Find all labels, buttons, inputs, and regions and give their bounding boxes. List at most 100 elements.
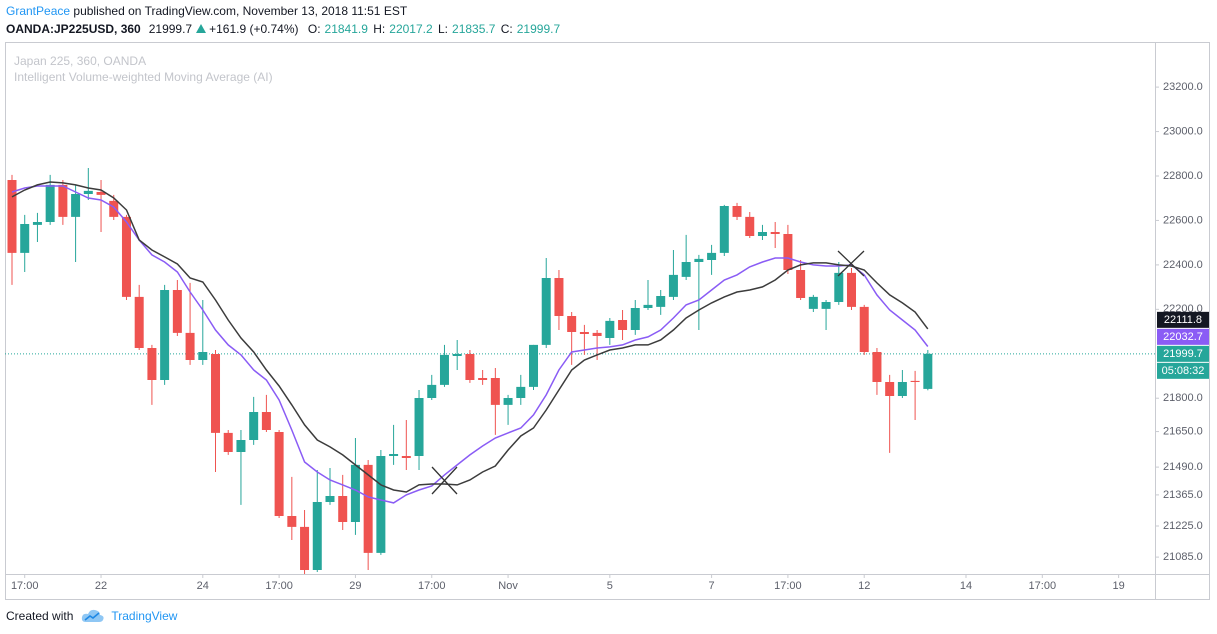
open-value: 21841.9 [324,22,368,36]
candle-body [859,306,869,352]
candle-body [71,194,81,217]
candle-body [427,384,437,398]
close-value: 21999.7 [516,22,561,36]
y-tick-label: 22600.0 [1163,214,1203,226]
candle-body [389,454,399,456]
bar-countdown-label: 05:08:32 [1162,365,1205,377]
y-tick-label: 23200.0 [1163,81,1203,93]
cross-annotations [431,250,865,495]
x-tick-label: 17:00 [418,580,446,592]
price-change: +161.9 (+0.74%) [209,22,299,36]
y-tick-label: 22400.0 [1163,259,1203,271]
candle-body [350,464,360,522]
candle-body [185,332,195,360]
candle-body [503,398,513,405]
candle-body [872,352,882,382]
close-label: C: [500,22,513,36]
candle-body [83,190,93,194]
candle-body [668,274,678,297]
candle-body [20,224,30,253]
created-with: Created with [6,609,74,623]
y-tick-label: 21225.0 [1163,520,1203,532]
author[interactable]: GrantPeace [6,4,71,18]
x-tick-label: 12 [858,580,870,592]
candle-body [134,296,144,348]
y-tick-label: 21085.0 [1163,551,1203,563]
candle-body [885,382,895,396]
candle-body [465,354,475,380]
y-tick-label: 21650.0 [1163,425,1203,437]
y-tick-label: 21800.0 [1163,392,1203,404]
high-label: H: [373,22,386,36]
candle-body [630,308,640,330]
candle-body [847,272,857,307]
brand-name[interactable]: TradingView [111,609,178,623]
publish-line: GrantPeace published on TradingView.com,… [6,4,407,18]
open-label: O: [307,22,321,36]
candle-body [681,262,691,277]
low-value: 21835.7 [452,22,496,36]
candle-body [897,382,907,396]
candle-body [160,290,170,380]
chart-frame [5,42,1210,600]
x-tick-label: 17:00 [265,580,293,592]
candle-body [732,206,742,217]
candle-body [249,412,259,440]
candle-body [274,432,284,516]
candle-body [338,496,348,522]
candle-body [414,398,424,456]
ma-purple-price-label-bg [1157,328,1209,345]
x-tick-label: 19 [1112,580,1124,592]
x-tick-label: 22 [95,580,107,592]
indicator-name: Intelligent Volume-weighted Moving Avera… [14,70,273,84]
symbol: OANDA:JP225USD, 360 [6,22,141,36]
candle-body [198,352,208,360]
moving-average-line [11,181,929,493]
candle-body [745,216,755,236]
candle-body [96,192,106,195]
candle-body [694,258,704,262]
up-arrow [196,24,207,33]
y-tick-label: 21365.0 [1163,489,1203,501]
brand-logo [82,609,104,622]
symbol-line: OANDA:JP225USD, 360 21999.7 +161.9 (+0.74%… [6,22,560,36]
candle-body [554,278,564,316]
x-tick-label: 7 [709,580,715,592]
candle-body [529,344,539,387]
candle-body [287,516,297,527]
ma-black-price-label-bg [1157,311,1209,328]
plot-area [5,168,1155,574]
candle-body [541,278,551,345]
candle-body [796,270,806,298]
candle-body [58,184,68,217]
candle-body [834,272,844,302]
candle-body [757,232,767,236]
candle-body [605,320,615,338]
candle-body [567,316,577,332]
candle-body [719,206,729,253]
candle-body [32,222,42,225]
candle-body [401,456,411,458]
ma-black-price-label: 22111.8 [1164,314,1202,326]
cross-stroke [431,466,458,495]
x-tick-label: 24 [197,580,209,592]
candle-body [121,216,131,297]
footer: Created with TradingView [6,609,177,623]
axes: 23200.023000.022800.022600.022400.022200… [11,81,1203,592]
y-tick-label: 23000.0 [1163,125,1203,137]
candle-body [770,232,780,234]
candle-body [312,502,322,570]
candle-body [376,456,386,553]
candle-body [910,380,920,382]
x-tick-label: 14 [960,580,972,592]
candle-body [363,464,373,553]
candle-body [452,354,462,356]
candle-body [211,354,221,433]
up-arrow-shape [196,24,207,33]
candle-body [707,252,717,260]
x-tick-label: 17:00 [774,580,802,592]
candle-body [300,526,310,570]
high-value: 22017.2 [389,22,433,36]
x-tick-label: 17:00 [11,580,39,592]
